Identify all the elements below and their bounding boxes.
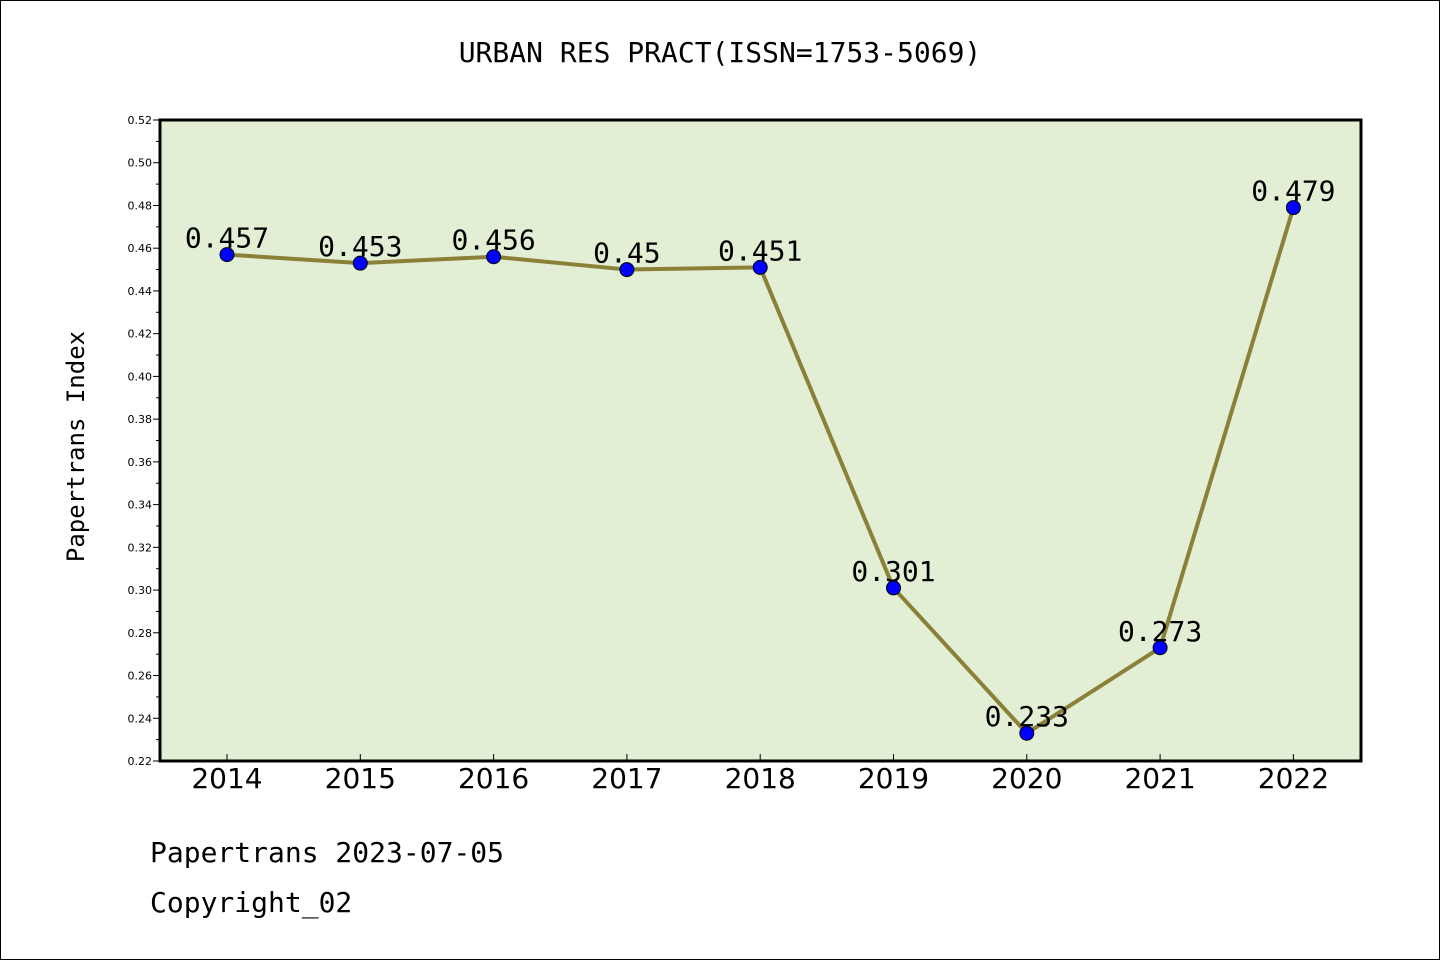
data-point (1285, 200, 1301, 216)
data-label: 0.45 (593, 237, 660, 270)
data-label: 0.457 (185, 222, 269, 255)
data-point (219, 247, 235, 263)
data-point (486, 249, 502, 265)
x-axis: 2014 2015 2016 2017 2018 2019 2020 2021 2022 (191, 754, 1329, 795)
x-tick-label: 2019 (858, 762, 929, 795)
x-tick-label: 2021 (1124, 762, 1195, 795)
y-tick-label: 0.40 (128, 370, 153, 383)
footer-copyright: Copyright_02 (150, 886, 353, 919)
y-tick-label: 0.44 (128, 285, 153, 298)
y-axis: 0.22 0.24 0.26 0.28 0.30 0.32 0.34 0.36 0.38 0.40… (128, 114, 160, 768)
series: 0.457 0.453 0.456 0.45 0.451 0.301 0.233 0.273 0… (185, 175, 1336, 741)
data-point (886, 580, 901, 596)
y-tick-label: 0.38 (128, 413, 153, 426)
data-label: 0.301 (851, 555, 935, 588)
data-label: 0.479 (1251, 175, 1335, 208)
y-tick-label: 0.26 (128, 670, 153, 683)
data-label: 0.456 (451, 224, 535, 257)
y-tick-label: 0.50 (128, 157, 153, 170)
footer-date: Papertrans 2023-07-05 (150, 836, 505, 869)
data-label: 0.451 (718, 234, 802, 267)
y-axis-label: Papertrans Index (62, 331, 90, 562)
x-tick-label: 2018 (725, 762, 796, 795)
y-tick-label: 0.52 (128, 114, 153, 127)
data-point (752, 259, 768, 275)
x-tick-label: 2020 (991, 762, 1062, 795)
y-tick-label: 0.22 (128, 755, 153, 768)
plot-area (160, 120, 1361, 761)
data-point (619, 262, 635, 278)
data-point (1152, 640, 1168, 656)
y-tick-label: 0.48 (128, 199, 153, 212)
y-tick-label: 0.34 (128, 499, 153, 512)
x-tick-label: 2015 (325, 762, 396, 795)
data-label: 0.453 (318, 230, 402, 263)
y-tick-label: 0.30 (128, 584, 153, 597)
y-tick-label: 0.24 (128, 712, 153, 725)
y-tick-label: 0.32 (128, 541, 153, 554)
x-tick-label: 2014 (191, 762, 262, 795)
y-tick-label: 0.28 (128, 627, 153, 640)
data-label: 0.233 (985, 700, 1069, 733)
x-tick-label: 2017 (591, 762, 662, 795)
x-tick-label: 2022 (1258, 762, 1329, 795)
plot-border (158, 118, 1363, 763)
y-tick-label: 0.46 (128, 242, 153, 255)
data-point (352, 255, 368, 271)
data-label: 0.273 (1118, 615, 1202, 648)
y-tick-label: 0.36 (128, 456, 153, 469)
x-tick-label: 2016 (458, 762, 529, 795)
y-tick-label: 0.42 (128, 328, 153, 341)
data-point (1019, 725, 1035, 741)
chart-title: URBAN RES PRACT(ISSN=1753-5069) (458, 36, 982, 69)
